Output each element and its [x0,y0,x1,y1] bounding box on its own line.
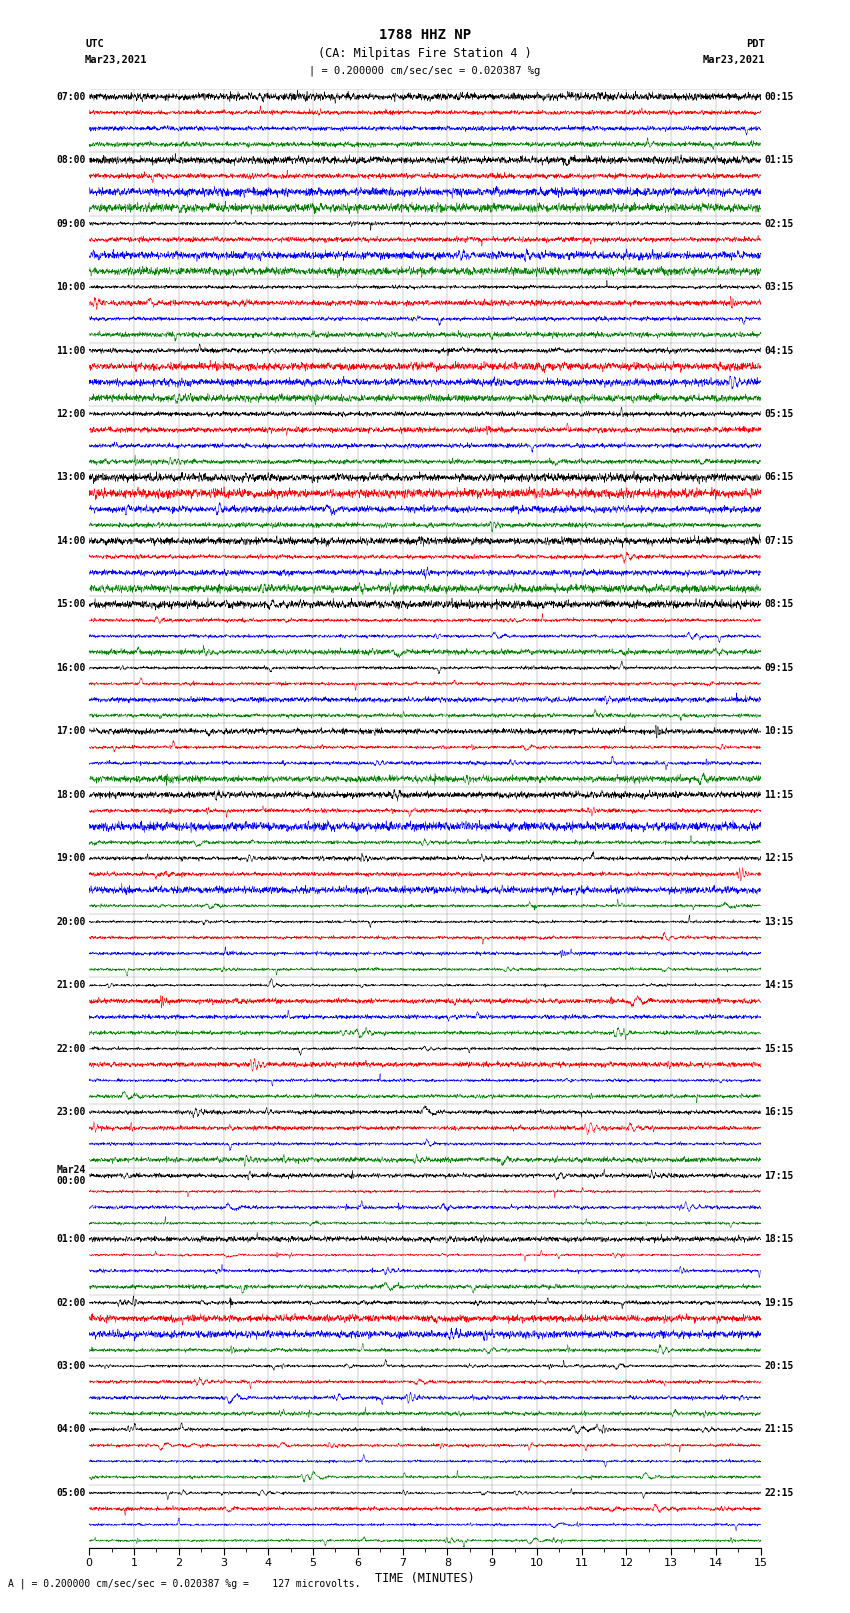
Text: 1788 HHZ NP: 1788 HHZ NP [379,29,471,42]
Text: 01:15: 01:15 [764,155,794,165]
Text: 11:00: 11:00 [56,345,86,355]
Text: 01:00: 01:00 [56,1234,86,1244]
X-axis label: TIME (MINUTES): TIME (MINUTES) [375,1573,475,1586]
Text: 19:15: 19:15 [764,1297,794,1308]
Text: UTC: UTC [85,39,104,50]
Text: 14:00: 14:00 [56,536,86,545]
Text: 03:00: 03:00 [56,1361,86,1371]
Text: Mar23,2021: Mar23,2021 [85,55,148,65]
Text: 03:15: 03:15 [764,282,794,292]
Text: 08:15: 08:15 [764,600,794,610]
Text: 10:00: 10:00 [56,282,86,292]
Text: | = 0.200000 cm/sec/sec = 0.020387 %g: | = 0.200000 cm/sec/sec = 0.020387 %g [309,66,541,76]
Text: PDT: PDT [746,39,765,50]
Text: 13:15: 13:15 [764,916,794,927]
Text: 09:15: 09:15 [764,663,794,673]
Text: 21:15: 21:15 [764,1424,794,1434]
Text: 20:00: 20:00 [56,916,86,927]
Text: 12:15: 12:15 [764,853,794,863]
Text: 09:00: 09:00 [56,219,86,229]
Text: 20:15: 20:15 [764,1361,794,1371]
Text: 00:15: 00:15 [764,92,794,102]
Text: A | = 0.200000 cm/sec/sec = 0.020387 %g =    127 microvolts.: A | = 0.200000 cm/sec/sec = 0.020387 %g … [8,1579,361,1589]
Text: 07:15: 07:15 [764,536,794,545]
Text: 04:00: 04:00 [56,1424,86,1434]
Text: 23:00: 23:00 [56,1107,86,1118]
Text: 02:00: 02:00 [56,1297,86,1308]
Text: 12:00: 12:00 [56,410,86,419]
Text: 10:15: 10:15 [764,726,794,736]
Text: Mar23,2021: Mar23,2021 [702,55,765,65]
Text: 18:00: 18:00 [56,790,86,800]
Text: 17:00: 17:00 [56,726,86,736]
Text: 15:15: 15:15 [764,1044,794,1053]
Text: 17:15: 17:15 [764,1171,794,1181]
Text: 05:15: 05:15 [764,410,794,419]
Text: Mar24
00:00: Mar24 00:00 [56,1165,86,1187]
Text: 16:15: 16:15 [764,1107,794,1118]
Text: 06:15: 06:15 [764,473,794,482]
Text: 19:00: 19:00 [56,853,86,863]
Text: 15:00: 15:00 [56,600,86,610]
Text: 18:15: 18:15 [764,1234,794,1244]
Text: 11:15: 11:15 [764,790,794,800]
Text: 05:00: 05:00 [56,1487,86,1498]
Text: (CA: Milpitas Fire Station 4 ): (CA: Milpitas Fire Station 4 ) [318,47,532,60]
Text: 14:15: 14:15 [764,981,794,990]
Text: 04:15: 04:15 [764,345,794,355]
Text: 22:00: 22:00 [56,1044,86,1053]
Text: 21:00: 21:00 [56,981,86,990]
Text: 02:15: 02:15 [764,219,794,229]
Text: 13:00: 13:00 [56,473,86,482]
Text: 16:00: 16:00 [56,663,86,673]
Text: 08:00: 08:00 [56,155,86,165]
Text: 07:00: 07:00 [56,92,86,102]
Text: 22:15: 22:15 [764,1487,794,1498]
